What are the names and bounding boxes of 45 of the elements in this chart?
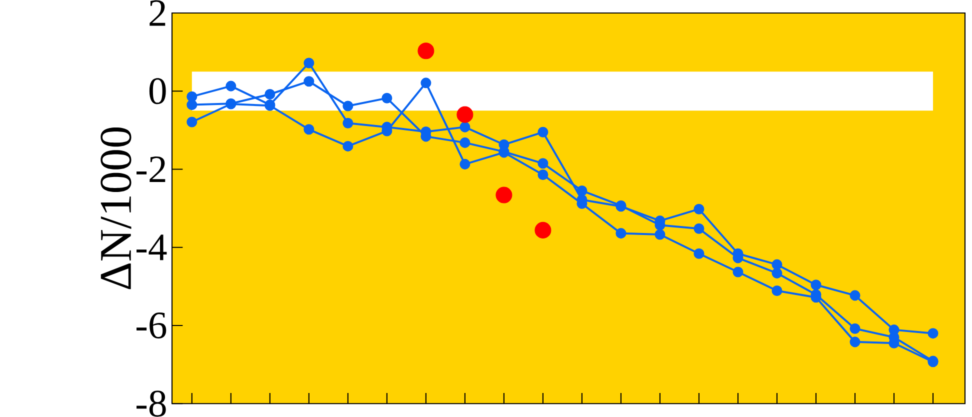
point <box>772 285 782 296</box>
point <box>460 137 470 148</box>
point <box>850 290 860 301</box>
point <box>382 92 392 104</box>
point <box>304 124 314 135</box>
point <box>456 106 474 123</box>
point <box>616 228 626 239</box>
point <box>654 229 666 240</box>
y-tick-label: 0 <box>149 78 166 104</box>
point <box>460 122 470 132</box>
point <box>418 42 434 60</box>
y-tick-label: -4 <box>136 234 167 260</box>
point <box>694 223 704 234</box>
point <box>772 259 782 270</box>
point <box>460 158 470 170</box>
point <box>342 118 354 128</box>
point <box>342 140 354 152</box>
point <box>694 204 704 214</box>
point <box>534 222 552 238</box>
y-tick-label: -8 <box>136 390 166 417</box>
point <box>226 80 236 92</box>
point <box>186 100 198 110</box>
point <box>538 169 548 180</box>
point <box>810 280 822 290</box>
point <box>538 158 548 169</box>
point <box>264 88 276 100</box>
point <box>304 58 314 68</box>
point <box>186 116 198 128</box>
point <box>496 186 512 204</box>
y-tick-label: 2 <box>150 0 166 26</box>
y-tick-label: -2 <box>136 156 166 182</box>
point <box>576 185 588 196</box>
point <box>850 323 860 334</box>
point <box>772 268 782 278</box>
y-tick-label: -6 <box>136 312 166 339</box>
point <box>850 336 860 348</box>
point <box>928 328 938 339</box>
point <box>694 248 704 259</box>
point <box>732 266 744 278</box>
point <box>304 76 314 87</box>
y-axis-title: ΔN/1000 <box>100 127 132 290</box>
point <box>420 78 432 88</box>
point <box>186 91 198 102</box>
point <box>342 100 354 112</box>
point <box>538 126 548 138</box>
